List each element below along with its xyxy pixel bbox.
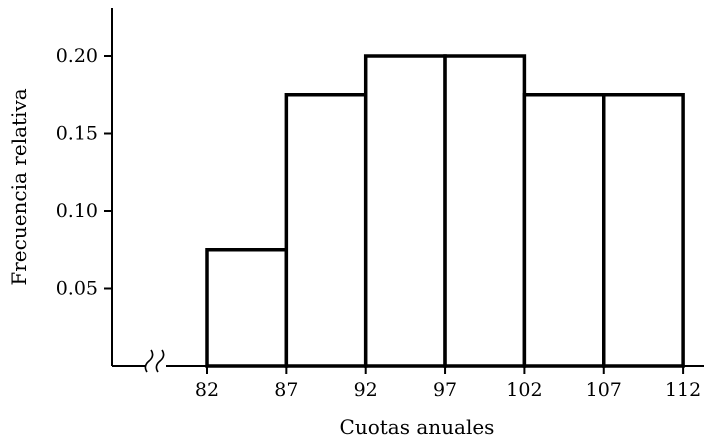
x-tick-label: 82 [195, 379, 219, 401]
histogram-bar-102-107 [522, 93, 606, 368]
histogram-bar-87-92 [284, 93, 368, 368]
x-tick-label: 102 [506, 379, 542, 401]
histogram-bar-97-102 [443, 54, 527, 368]
x-tick-label: 97 [433, 379, 457, 401]
x-tick-label: 92 [354, 379, 378, 401]
y-tick-label: 0.05 [56, 278, 98, 300]
x-tick-label: 112 [665, 379, 701, 401]
histogram-bar-82-87 [205, 248, 289, 368]
y-ticks-group: 0.05 0.10 0.15 0.20 [56, 45, 112, 300]
x-ticks-group: 82 87 92 97 102 107 112 [195, 366, 701, 401]
x-tick-label: 87 [274, 379, 298, 401]
y-tick-label: 0.15 [56, 123, 98, 145]
x-axis-label: Cuotas anuales [340, 415, 495, 439]
y-axis-label: Frecuencia relativa [7, 88, 31, 285]
axis-break-icon [144, 349, 165, 373]
histogram-bar-92-97 [363, 54, 447, 368]
x-tick-label: 107 [586, 379, 622, 401]
y-tick-label: 0.10 [56, 200, 98, 222]
y-tick-label: 0.20 [56, 45, 98, 67]
histogram-bar-107-112 [602, 93, 685, 368]
bars-group [205, 54, 685, 368]
